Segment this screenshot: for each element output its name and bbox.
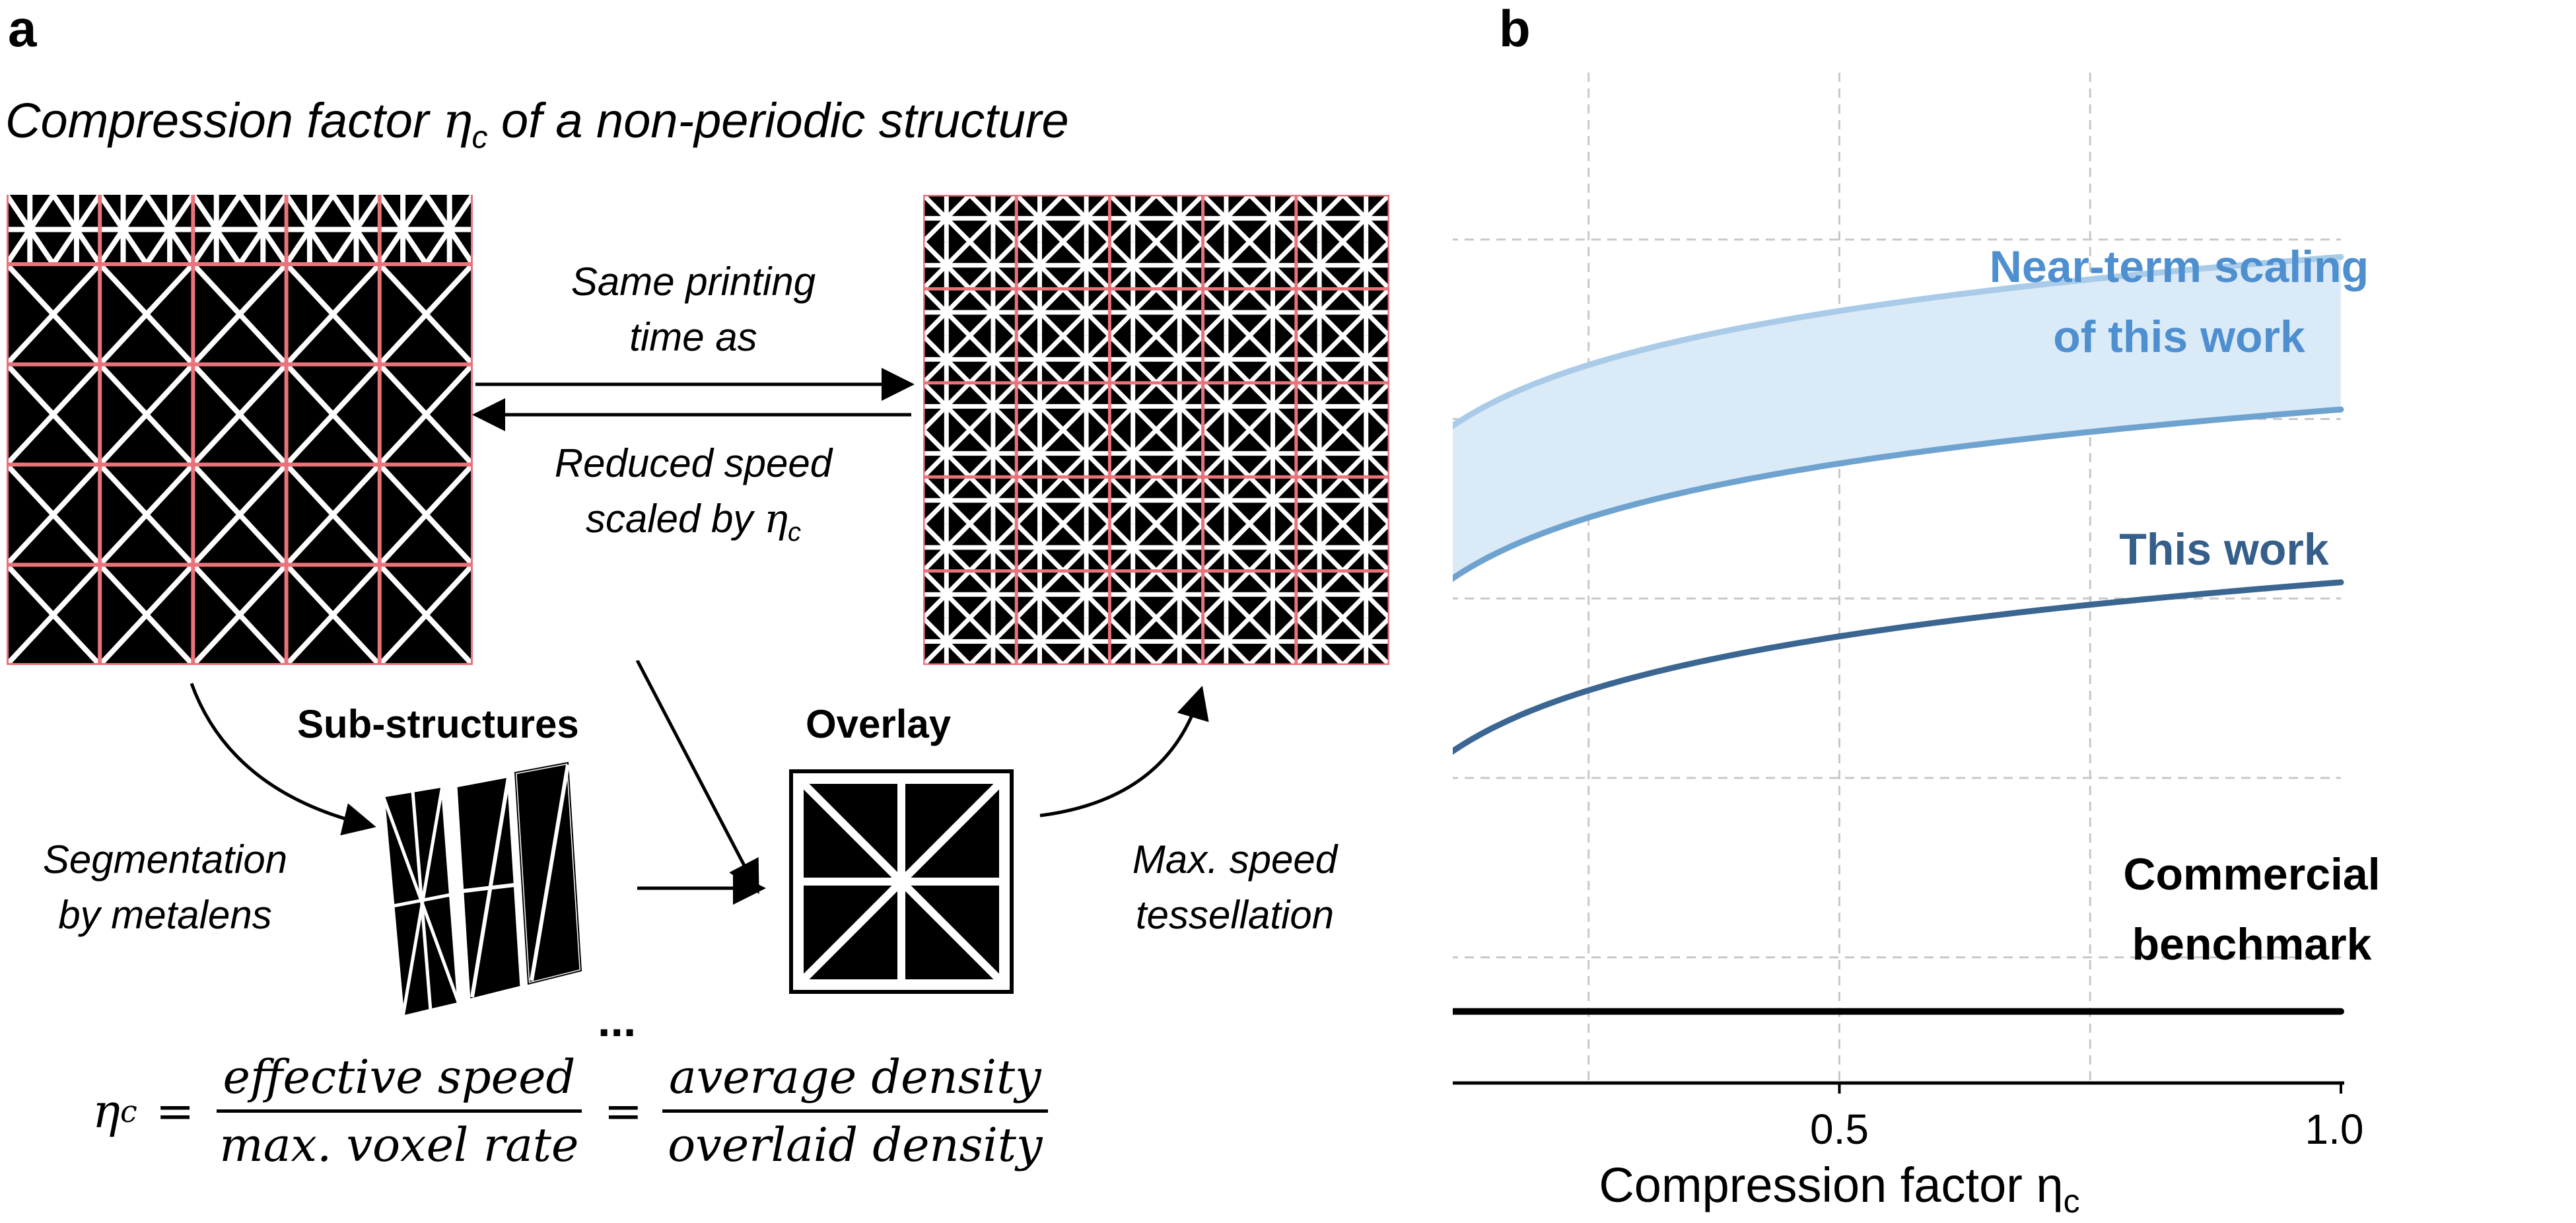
- series-line-near-term-scaling-upper-bound: [1453, 254, 2344, 430]
- reduced-speed-label: Reduced speed scaled by ηc: [554, 441, 833, 547]
- this-work-label: This work: [2119, 524, 2329, 575]
- ellipsis-label: ...: [598, 995, 637, 1046]
- x-tick-label: 0.5: [1810, 1105, 1869, 1153]
- segmentation-label: Segmentation by metalens: [42, 837, 288, 937]
- near-term-scaling-band: [1453, 257, 2341, 578]
- x-axis-label: Compression factor ηc: [1599, 1158, 2079, 1220]
- formula-fraction-1: effective speed max. voxel rate: [213, 1050, 585, 1172]
- series-line-near-term-scaling-lower-bound: [1453, 406, 2344, 582]
- process-arrows: [190, 660, 1209, 905]
- overlay-square: [789, 769, 1014, 994]
- substructures-label: Sub-structures: [297, 702, 579, 746]
- tessellation-label: Max. speed tessellation: [1132, 837, 1338, 937]
- chart-axes: [1453, 1081, 2344, 1085]
- panel-a-title: Compression factor ηc of a non-periodic …: [5, 92, 1069, 155]
- near-term-label-line1: Near-term scaling: [1990, 242, 2369, 292]
- panel-b-letter: b: [1499, 0, 1531, 57]
- formula-fraction-2: average density overlaid density: [661, 1050, 1049, 1172]
- middle-arrows: [472, 368, 915, 431]
- substructure-card-1: [381, 784, 461, 1020]
- substructure-card-3: [513, 761, 583, 987]
- overlay-label: Overlay: [806, 702, 952, 746]
- substructure-stack: [381, 761, 583, 1020]
- series-line-this-work: [1453, 579, 2344, 755]
- substructure-card-2: [454, 774, 524, 1003]
- tessellation-arrow: [1039, 685, 1209, 818]
- segmentation-arrow: [190, 683, 376, 836]
- coarse-lattice-structure: [7, 195, 473, 665]
- panel-a-letter: a: [8, 0, 37, 57]
- near-term-label-line2: of this work: [2053, 312, 2305, 362]
- x-tick-label: 1.0: [2305, 1105, 2364, 1153]
- overlay-arrow: [635, 660, 759, 894]
- same-printing-time-label: Same printing time as: [571, 260, 816, 359]
- fine-lattice-structure: [923, 195, 1389, 665]
- commercial-label-line1: Commercial: [2123, 849, 2380, 899]
- commercial-label-line2: benchmark: [2132, 919, 2372, 969]
